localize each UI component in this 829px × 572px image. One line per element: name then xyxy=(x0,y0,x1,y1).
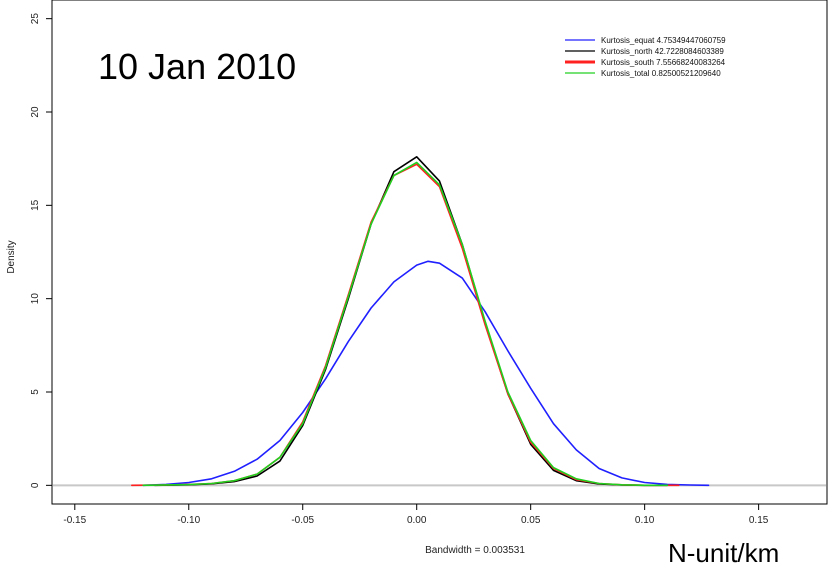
y-axis-label: Density xyxy=(6,240,17,273)
x-tick-label: 0.10 xyxy=(635,515,655,526)
y-tick-label: 15 xyxy=(30,199,41,211)
x-tick-label: 0.15 xyxy=(749,515,769,526)
y-tick-label: 25 xyxy=(30,13,41,25)
x-tick-label: 0.00 xyxy=(407,515,427,526)
series-line-2 xyxy=(153,156,669,487)
series-line-4 xyxy=(142,161,669,487)
x-tick-label: 0.05 xyxy=(521,515,541,526)
series-line-1 xyxy=(142,260,710,487)
legend-entry: Kurtosis_north 42.7228084603389 xyxy=(601,47,724,56)
series-line-3 xyxy=(131,163,680,487)
plot-frame xyxy=(51,0,828,505)
x-tick-label: -0.10 xyxy=(177,515,200,526)
x-tick-label: -0.15 xyxy=(63,515,86,526)
y-tick-label: 20 xyxy=(30,106,41,118)
legend: Kurtosis_equat 4.75349447060759 Kurtosis_… xyxy=(565,36,726,78)
y-tick-label: 10 xyxy=(30,293,41,305)
x-axis: -0.15 -0.10 -0.05 0.00 0.05 0.10 0.15 xyxy=(63,504,769,526)
x-axis-label: Bandwidth = 0.003531 xyxy=(425,545,525,556)
legend-entry: Kurtosis_south 7.55668240083264 xyxy=(601,58,726,67)
legend-entry: Kurtosis_total 0.82500521209640 xyxy=(601,69,721,78)
legend-entry: Kurtosis_equat 4.75349447060759 xyxy=(601,36,726,45)
x-tick-label: -0.05 xyxy=(291,515,314,526)
y-tick-label: 0 xyxy=(30,482,41,488)
series-group xyxy=(131,156,710,487)
y-tick-label: 5 xyxy=(30,389,41,395)
date-annotation: 10 Jan 2010 xyxy=(98,46,297,87)
unit-annotation: N-unit/km xyxy=(668,538,780,568)
y-axis: 0 5 10 15 20 25 xyxy=(30,13,52,488)
